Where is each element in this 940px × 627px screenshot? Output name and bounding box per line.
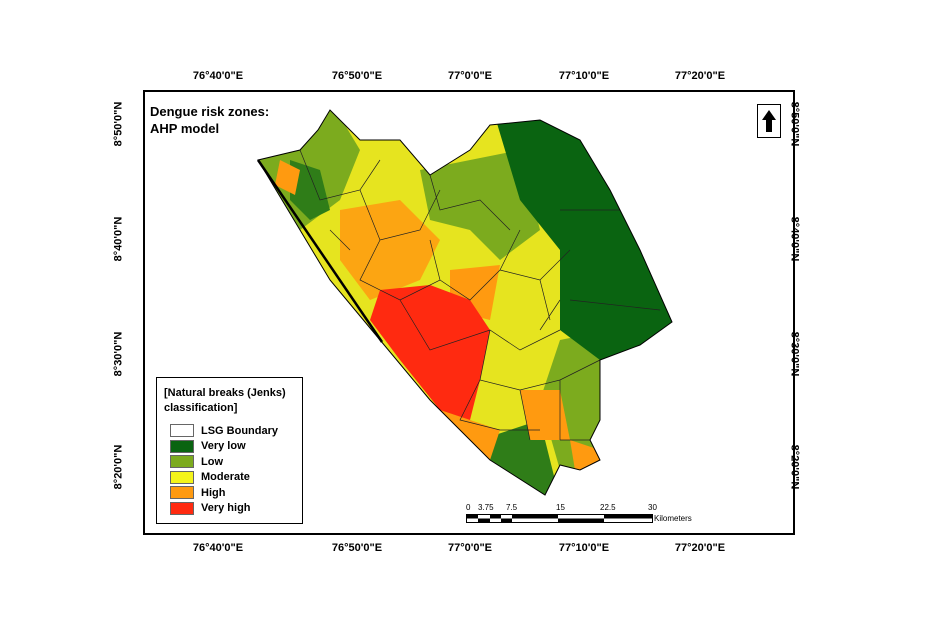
legend-item: High <box>170 485 302 501</box>
legend-label: Very low <box>201 440 246 453</box>
lon-label-bottom: 76°40'0"E <box>192 542 244 554</box>
lon-label-top: 76°40'0"E <box>192 70 244 82</box>
map-title: Dengue risk zones: AHP model <box>150 103 269 137</box>
legend-item: Moderate <box>170 470 302 486</box>
legend-swatch <box>170 470 194 484</box>
zone-high <box>275 160 300 195</box>
map-title-line: Dengue risk zones: <box>150 104 270 119</box>
lon-label-top: 76°50'0"E <box>331 70 383 82</box>
zone-very-high <box>370 285 490 420</box>
district-boundary <box>257 109 673 496</box>
legend-item: Low <box>170 454 302 470</box>
coastline <box>256 159 384 343</box>
legend: [Natural breaks (Jenks) classification] … <box>156 377 303 524</box>
lon-label-bottom: 77°20'0"E <box>674 542 726 554</box>
legend-heading: [Natural breaks (Jenks) classification] <box>164 387 286 414</box>
scale-tick: 7.5 <box>506 503 518 512</box>
scale-tick: 0 <box>466 503 471 512</box>
lon-label-top: 77°10'0"E <box>558 70 610 82</box>
legend-swatch <box>170 455 194 469</box>
legend-label: Very high <box>201 502 251 515</box>
zone-very-low <box>290 160 330 220</box>
legend-item: LSG Boundary <box>170 423 302 439</box>
legend-swatch <box>170 424 194 438</box>
scale-tick: 30 <box>648 503 657 512</box>
map-frame <box>143 90 795 535</box>
legend-item: Very low <box>170 439 302 455</box>
lon-label-bottom: 77°10'0"E <box>558 542 610 554</box>
legend-item: Very high <box>170 501 302 517</box>
map-title-line: AHP model <box>150 121 220 136</box>
lon-label-bottom: 76°50'0"E <box>331 542 383 554</box>
legend-swatch <box>170 501 194 515</box>
lon-label-top: 77°0'0"E <box>447 70 493 82</box>
zone-high <box>520 390 570 440</box>
zone-high <box>340 200 440 300</box>
legend-label: LSG Boundary <box>201 424 279 437</box>
legend-label: High <box>201 486 226 499</box>
scale-unit: Kilometers <box>654 514 692 523</box>
scale-tick: 22.5 <box>600 503 616 512</box>
zone-low <box>420 150 540 260</box>
legend-swatch <box>170 486 194 500</box>
zone-high <box>570 440 600 470</box>
legend-label: Moderate <box>201 471 250 484</box>
lon-label-top: 77°20'0"E <box>674 70 726 82</box>
lsg-boundaries <box>299 149 661 441</box>
lon-label-bottom: 77°0'0"E <box>447 542 493 554</box>
legend-swatch <box>170 439 194 453</box>
north-arrow-icon <box>757 104 781 138</box>
scale-tick: 3.75 <box>478 503 494 512</box>
legend-label: Low <box>201 455 223 468</box>
scale-tick: 15 <box>556 503 565 512</box>
